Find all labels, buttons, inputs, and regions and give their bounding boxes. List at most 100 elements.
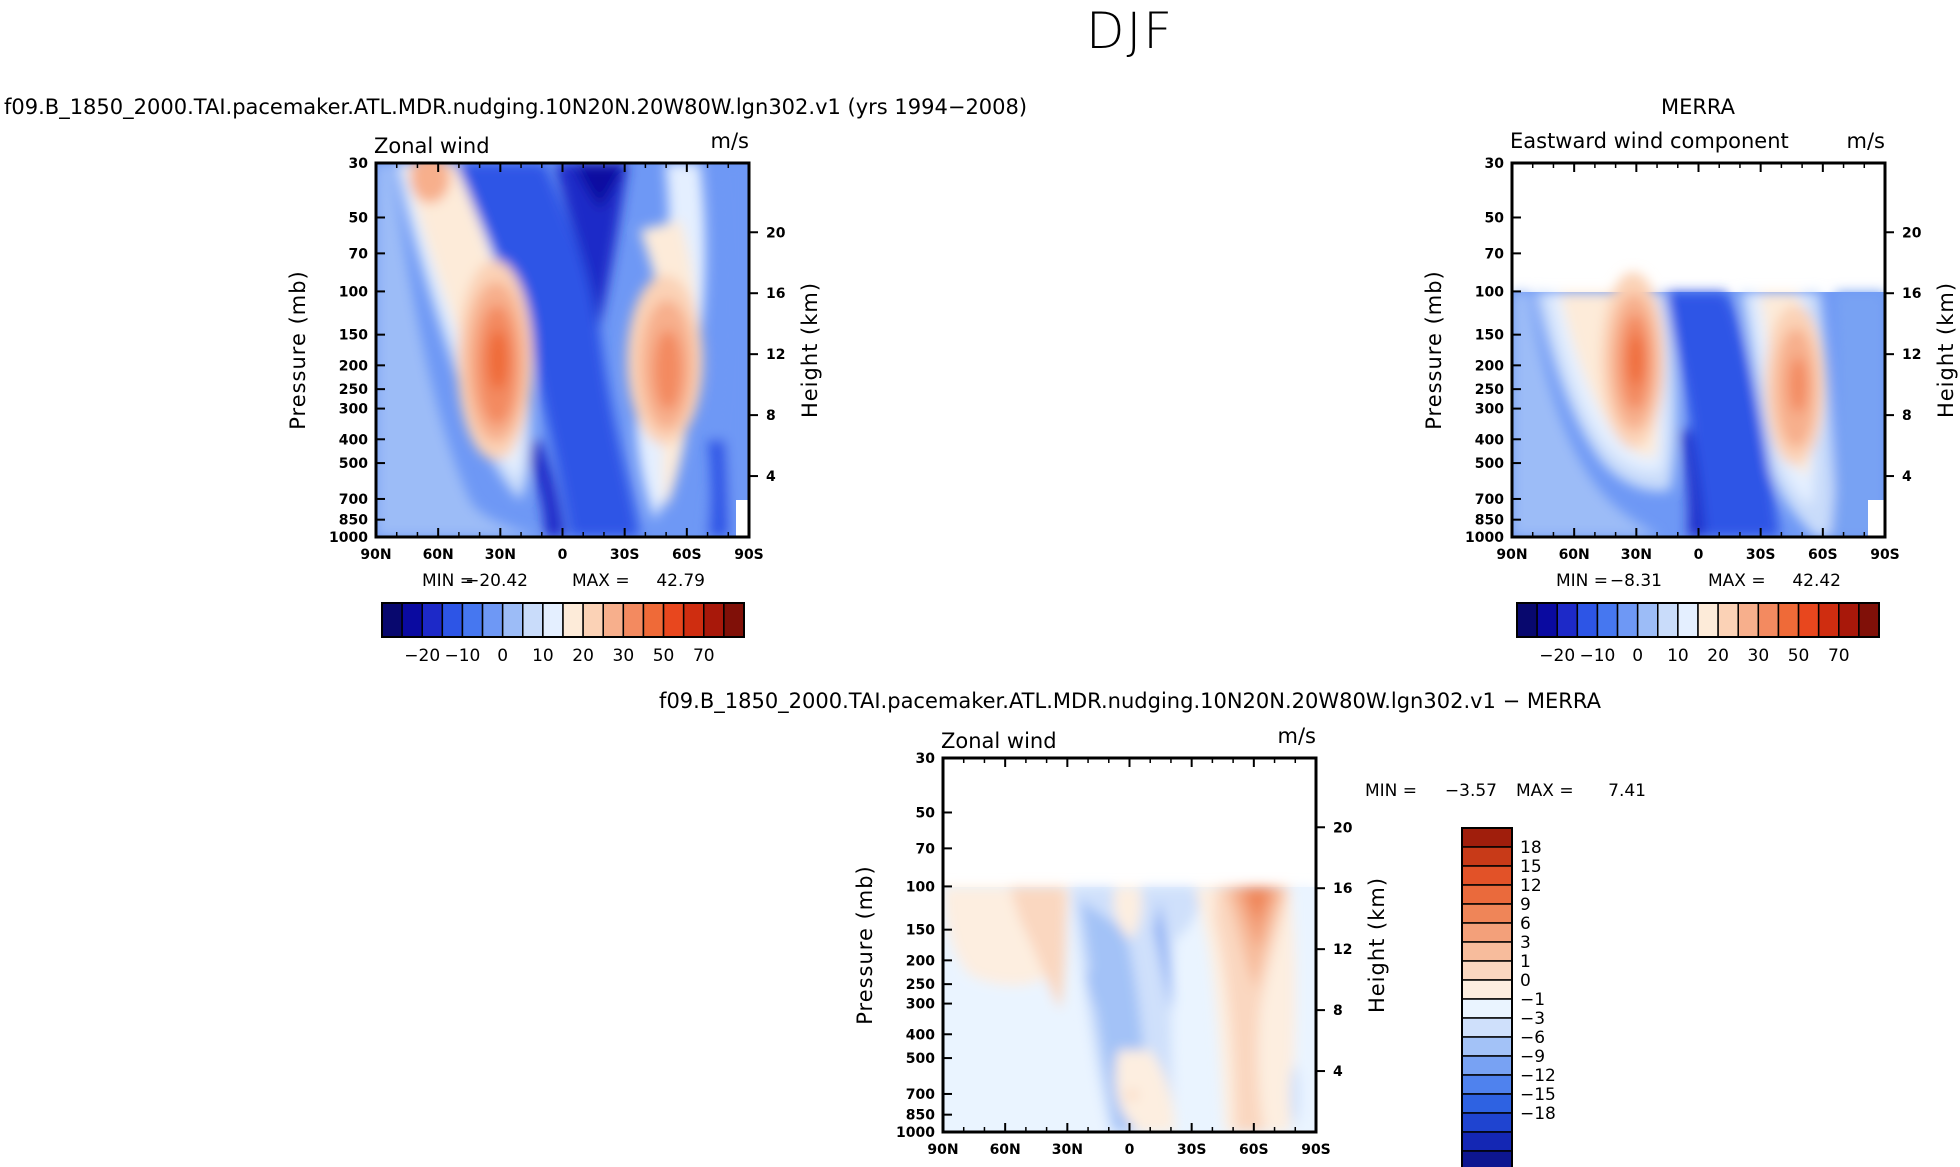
- model-ytick-label: 150: [339, 328, 368, 344]
- merra-colorbar-label: 0: [1632, 646, 1643, 666]
- difference-height-tick-label: 12: [1333, 942, 1352, 958]
- model-ytick-label: 50: [349, 210, 369, 226]
- model-colorbar-label: −10: [444, 646, 480, 666]
- merra-ytick-label: 200: [1475, 358, 1504, 374]
- merra-min-label: MIN =: [1556, 571, 1608, 591]
- difference-ticks: 90N 60N 30N 0 30S 60S 90S 30 50 70 100 150 200 250 300…: [896, 751, 1353, 1158]
- model-colorbar-cell: [542, 602, 564, 638]
- merra-height-tick-label: 8: [1902, 408, 1912, 424]
- difference-colorbar-label: 6: [1520, 914, 1531, 934]
- merra-xtick-label: 60S: [1808, 547, 1838, 563]
- difference-colorbar-label: −3: [1520, 1009, 1545, 1029]
- difference-height-tick-label: 20: [1333, 820, 1353, 836]
- model-ylabel-right: Height (km): [798, 282, 822, 418]
- merra-colorbar-cell: [1536, 602, 1558, 638]
- model-ticks: 90N 60N 30N 0 30S 60S 90S 30 50 70 100 150 200 250 300…: [329, 156, 786, 563]
- difference-ytick-label: 50: [916, 805, 936, 821]
- merra-colorbar-cell: [1657, 602, 1679, 638]
- model-xtick-label: 30N: [485, 547, 516, 563]
- difference-colorbar-label: −18: [1520, 1104, 1556, 1124]
- model-colorbar-cell: [522, 602, 544, 638]
- merra-ytick-label: 150: [1475, 328, 1504, 344]
- difference-colorbar-cell: [1461, 1036, 1513, 1057]
- difference-colorbar-cell: [1461, 1074, 1513, 1095]
- model-colorbar-cell: [703, 602, 725, 638]
- merra-ytick-label: 1000: [1465, 530, 1504, 546]
- difference-colorbar-cell: [1461, 1093, 1513, 1114]
- model-colorbar-label: 70: [693, 646, 715, 666]
- difference-ytick-label: 100: [906, 879, 935, 895]
- merra-colorbar-cell: [1817, 602, 1840, 638]
- difference-colorbar-label: 0: [1520, 971, 1531, 991]
- model-height-tick-label: 4: [766, 469, 776, 485]
- difference-colorbar-cell: [1461, 960, 1513, 981]
- model-colorbar-cell: [381, 602, 403, 638]
- merra-panel-title: Eastward wind component: [1510, 129, 1789, 153]
- difference-panel-title: Zonal wind: [941, 729, 1057, 753]
- merra-height-tick-label: 20: [1902, 225, 1922, 241]
- difference-colorbar-label: 12: [1520, 876, 1542, 896]
- merra-colorbar-frame: [1516, 602, 1880, 638]
- merra-ytick-label: 100: [1475, 284, 1504, 300]
- model-colorbar-cell: [682, 602, 705, 638]
- model-colorbar-cell: [562, 602, 584, 638]
- merra-colorbar-label: −20: [1539, 646, 1575, 666]
- model-colorbar-cell: [401, 602, 423, 638]
- difference-xtick-label: 30S: [1177, 1142, 1207, 1158]
- merra-max-label: MAX =: [1708, 571, 1766, 591]
- merra-ytick-label: 70: [1485, 246, 1505, 262]
- difference-ytick-label: 1000: [896, 1125, 935, 1141]
- merra-max-value: 42.42: [1792, 571, 1841, 591]
- model-xtick-label: 0: [558, 547, 568, 563]
- model-colorbar-cell: [461, 602, 484, 638]
- difference-colorbar-cell: [1461, 922, 1513, 943]
- difference-xtick-label: 90S: [1301, 1142, 1331, 1158]
- merra-ticks: 90N 60N 30N 0 30S 60S 90S 30 50 70 100 150 200 250 300…: [1465, 156, 1922, 563]
- merra-colorbar-label: −10: [1579, 646, 1615, 666]
- merra-colorbar-label: 70: [1828, 646, 1850, 666]
- merra-colorbar-cell: [1516, 602, 1538, 638]
- difference-height-tick-label: 4: [1333, 1064, 1343, 1080]
- model-colorbar-label: 50: [653, 646, 675, 666]
- model-colorbar-cell: [662, 602, 685, 638]
- model-colorbar-cell: [421, 602, 444, 638]
- difference-height-tick-label: 16: [1333, 881, 1352, 897]
- difference-colorbar-label: −15: [1520, 1085, 1556, 1105]
- difference-colorbar-cell: [1461, 846, 1513, 867]
- difference-ytick-label: 500: [906, 1051, 935, 1067]
- model-colorbar-cell: [582, 602, 604, 638]
- difference-colorbar-cell: [1461, 1131, 1513, 1152]
- difference-colorbar-cell: [1461, 941, 1513, 962]
- difference-colorbar-cell: [1461, 1017, 1513, 1038]
- difference-colorbar-cell: [1461, 865, 1513, 886]
- difference-xtick-label: 30N: [1052, 1142, 1083, 1158]
- difference-min-label: MIN =: [1365, 781, 1417, 801]
- difference-ytick-label: 850: [906, 1108, 935, 1124]
- merra-colorbar-label: 50: [1788, 646, 1810, 666]
- merra-colorbar-cell: [1576, 602, 1599, 638]
- model-max-value: 42.79: [656, 571, 705, 591]
- model-ytick-label: 500: [339, 456, 368, 472]
- difference-colorbar-cell: [1461, 1055, 1513, 1076]
- model-panel-title: Zonal wind: [374, 134, 490, 158]
- merra-colorbar-cell: [1697, 602, 1719, 638]
- merra-colorbar-cell: [1556, 602, 1579, 638]
- model-colorbar-cell: [723, 602, 745, 638]
- model-height-tick-label: 20: [766, 225, 786, 241]
- difference-ytick-label: 300: [906, 997, 935, 1013]
- merra-colorbar-cell: [1757, 602, 1780, 638]
- merra-colorbar-cell: [1737, 602, 1760, 638]
- model-xtick-label: 90N: [360, 547, 391, 563]
- merra-xtick-label: 30S: [1746, 547, 1776, 563]
- model-xtick-label: 60S: [672, 547, 702, 563]
- merra-ytick-label: 700: [1475, 492, 1504, 508]
- difference-colorbar-cell: [1461, 998, 1513, 1019]
- model-colorbar-cell: [602, 602, 625, 638]
- difference-ylabel-right: Height (km): [1365, 877, 1389, 1013]
- model-colorbar-label: −20: [404, 646, 440, 666]
- model-ytick-label: 700: [339, 492, 368, 508]
- model-ytick-label: 300: [339, 402, 368, 418]
- difference-ytick-label: 200: [906, 953, 935, 969]
